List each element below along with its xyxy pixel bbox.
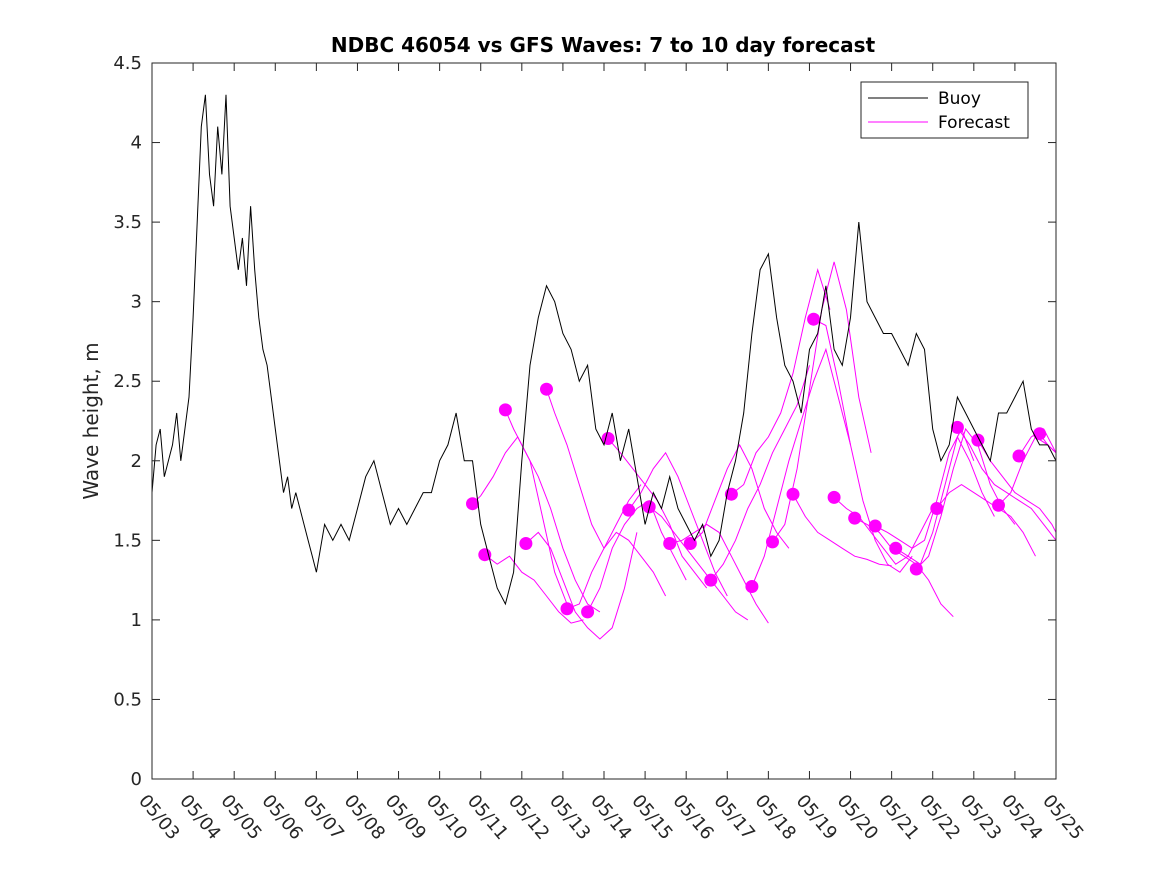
forecast-line-8 — [628, 451, 728, 597]
y-axis-label: Wave height, m — [79, 342, 103, 499]
y-tick-label: 2.5 — [113, 371, 142, 392]
y-tick-label: 0 — [131, 769, 142, 790]
forecast-start-marker-25 — [971, 433, 985, 447]
y-tick-label: 1.5 — [113, 530, 142, 551]
forecast-line-5 — [566, 531, 667, 610]
forecast-start-marker-6 — [581, 605, 595, 619]
forecast-start-marker-28 — [1033, 427, 1047, 441]
chart-title: NDBC 46054 vs GFS Waves: 7 to 10 day for… — [331, 33, 876, 57]
legend-buoy-label: Buoy — [938, 89, 981, 109]
forecast-line-1 — [484, 554, 584, 624]
forecast-start-marker-26 — [992, 498, 1005, 512]
buoy-line — [151, 94, 1057, 606]
legend-forecast-label: Forecast — [938, 113, 1010, 133]
forecast-start-marker-22 — [909, 562, 923, 576]
forecast-start-marker-23 — [930, 502, 944, 515]
forecast-start-marker-15 — [766, 535, 779, 549]
forecast-line-18 — [833, 497, 934, 565]
y-tick-label: 0.5 — [113, 689, 142, 710]
forecast-start-marker-2 — [498, 403, 512, 417]
forecast-line-3 — [525, 531, 638, 640]
forecast-start-marker-8 — [622, 503, 636, 517]
forecast-line-10 — [669, 523, 769, 624]
forecast-line-9 — [648, 506, 749, 621]
forecast-start-marker-3 — [519, 537, 533, 550]
forecast-start-marker-18 — [827, 490, 841, 504]
forecast-start-marker-10 — [663, 537, 677, 550]
forecast-line-25 — [977, 439, 1057, 533]
y-tick-label: 2 — [131, 451, 142, 472]
y-tick-label: 1 — [131, 610, 142, 631]
forecast-start-marker-20 — [868, 519, 882, 533]
forecast-start-marker-11 — [683, 537, 697, 550]
forecast-line-24 — [956, 427, 1057, 541]
forecast-line-17 — [813, 318, 913, 573]
forecast-start-marker-27 — [1012, 449, 1026, 463]
forecast-line-23 — [936, 484, 1036, 557]
y-tick-label: 4.5 — [113, 53, 142, 74]
forecast-line-12 — [710, 365, 810, 581]
forecast-start-marker-12 — [704, 573, 718, 587]
forecast-start-marker-19 — [848, 511, 862, 525]
y-tick-label: 4 — [131, 133, 142, 154]
forecast-line-16 — [792, 493, 892, 567]
forecast-line-13 — [731, 267, 831, 495]
y-tick-label: 3.5 — [113, 212, 142, 233]
forecast-start-marker-5 — [560, 602, 574, 616]
legend-box — [860, 81, 1029, 139]
legend: Buoy Forecast — [860, 81, 1029, 139]
forecast-start-marker-21 — [889, 541, 903, 555]
forecast-start-marker-0 — [466, 497, 479, 511]
forecast-start-marker-4 — [540, 382, 553, 396]
forecast-start-marker-14 — [745, 580, 759, 593]
y-tick-label: 3 — [131, 292, 142, 313]
forecast-start-marker-24 — [950, 420, 964, 434]
forecast-line-21 — [895, 435, 995, 565]
forecast-line-2 — [504, 409, 601, 613]
forecast-start-marker-16 — [786, 487, 800, 501]
forecast-start-marker-17 — [807, 312, 821, 326]
